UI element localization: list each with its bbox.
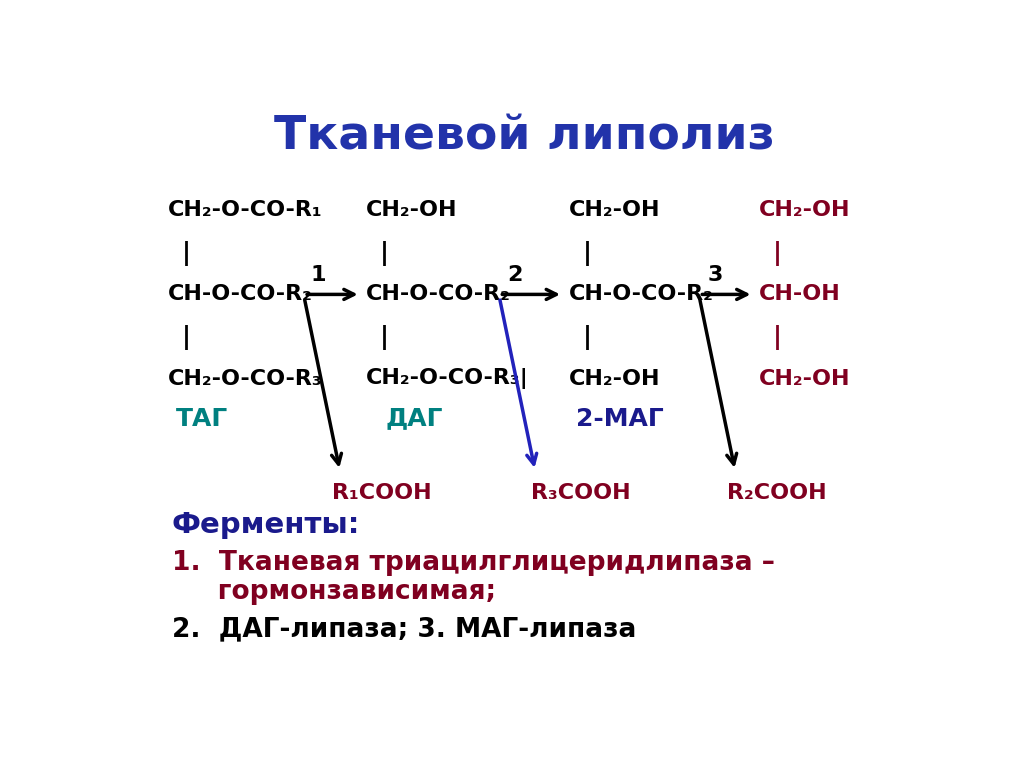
Text: |: |	[773, 240, 782, 266]
Text: CH₂-O-CO-R₁: CH₂-O-CO-R₁	[168, 200, 323, 220]
Text: |: |	[583, 240, 592, 266]
Text: CH₂-OH: CH₂-OH	[759, 369, 850, 389]
Text: R₃COOH: R₃COOH	[531, 483, 631, 503]
Text: CH₂-O-CO-R₃: CH₂-O-CO-R₃	[168, 369, 323, 389]
Text: 2-МАГ: 2-МАГ	[577, 406, 665, 431]
Text: CH-OH: CH-OH	[759, 284, 841, 304]
Text: 1.  Тканевая триацилглицеридлипаза –: 1. Тканевая триацилглицеридлипаза –	[172, 551, 774, 577]
Text: ТАГ: ТАГ	[176, 406, 228, 431]
Text: R₂COOH: R₂COOH	[727, 483, 826, 503]
Text: CH-O-CO-R₂: CH-O-CO-R₂	[168, 284, 312, 304]
Text: R₁COOH: R₁COOH	[332, 483, 431, 503]
Text: |: |	[583, 325, 592, 350]
Text: |: |	[380, 240, 389, 266]
Text: CH₂-OH: CH₂-OH	[568, 200, 659, 220]
Text: CH-O-CO-R₂: CH-O-CO-R₂	[367, 284, 511, 304]
Text: CH₂-OH: CH₂-OH	[367, 200, 458, 220]
Text: CH₂-O-CO-R₃|: CH₂-O-CO-R₃|	[367, 369, 529, 389]
Text: |: |	[182, 325, 190, 350]
Text: 2.  ДАГ-липаза; 3. МАГ-липаза: 2. ДАГ-липаза; 3. МАГ-липаза	[172, 616, 636, 642]
Text: Тканевой липолиз: Тканевой липолиз	[274, 114, 775, 159]
Text: 3: 3	[708, 266, 723, 286]
Text: 2: 2	[507, 266, 522, 286]
Text: |: |	[380, 325, 389, 350]
Text: гормонзависимая;: гормонзависимая;	[172, 579, 496, 605]
Text: CH₂-OH: CH₂-OH	[568, 369, 659, 389]
Text: ДАГ: ДАГ	[386, 406, 443, 431]
Text: CH-O-CO-R₂: CH-O-CO-R₂	[568, 284, 714, 304]
Text: 1: 1	[310, 266, 326, 286]
Text: Ферменты:: Ферменты:	[172, 511, 360, 539]
Text: |: |	[182, 240, 190, 266]
Text: |: |	[773, 325, 782, 350]
Text: CH₂-OH: CH₂-OH	[759, 200, 850, 220]
